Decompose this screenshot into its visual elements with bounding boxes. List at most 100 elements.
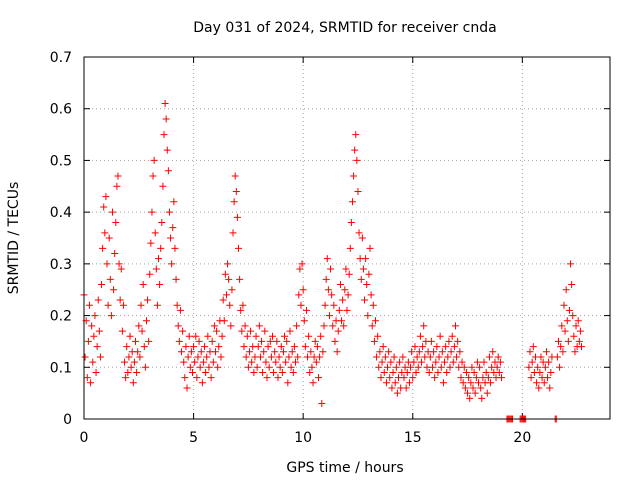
data-point <box>386 374 394 382</box>
data-point <box>203 353 211 361</box>
data-point <box>188 368 196 376</box>
axis-ticks <box>83 56 610 420</box>
data-point <box>103 260 111 268</box>
data-point <box>498 374 506 382</box>
data-point <box>369 301 377 309</box>
data-point <box>302 306 310 314</box>
data-point <box>330 301 338 309</box>
data-point <box>185 332 193 340</box>
data-point <box>312 358 320 366</box>
data-point <box>277 343 285 351</box>
data-point <box>83 374 91 382</box>
data-point <box>199 358 207 366</box>
data-point <box>244 363 252 371</box>
data-point <box>240 343 248 351</box>
data-point <box>402 384 410 392</box>
x-tick-label: 20 <box>513 430 531 446</box>
data-point <box>172 275 180 283</box>
data-point <box>135 322 143 330</box>
data-point <box>167 234 175 242</box>
data-point <box>411 343 419 351</box>
data-point <box>149 172 157 180</box>
data-point <box>130 358 138 366</box>
data-point <box>288 348 296 356</box>
data-point <box>426 353 434 361</box>
data-point <box>263 374 271 382</box>
data-point <box>384 363 392 371</box>
data-point <box>399 353 407 361</box>
data-point <box>478 394 486 402</box>
data-point <box>160 131 168 139</box>
data-point <box>363 281 371 289</box>
data-point <box>396 358 404 366</box>
data-point <box>358 234 366 242</box>
data-point <box>482 368 490 376</box>
data-point <box>204 332 212 340</box>
data-point <box>540 379 548 387</box>
data-point <box>196 363 204 371</box>
data-point <box>344 291 352 299</box>
data-point <box>271 348 279 356</box>
data-point <box>449 358 457 366</box>
data-point <box>252 332 260 340</box>
data-point <box>453 353 461 361</box>
data-point <box>205 363 213 371</box>
data-point <box>378 358 386 366</box>
data-point <box>477 384 485 392</box>
data-point <box>556 363 564 371</box>
data-point <box>233 213 241 221</box>
data-point <box>161 100 169 108</box>
data-point <box>527 374 535 382</box>
data-point <box>145 337 153 345</box>
data-point <box>89 358 97 366</box>
data-point <box>389 368 397 376</box>
data-point <box>322 275 330 283</box>
data-point <box>118 327 126 335</box>
data-point <box>361 296 369 304</box>
data-point <box>117 265 125 273</box>
data-point <box>224 260 232 268</box>
data-point <box>192 332 200 340</box>
data-point <box>133 368 141 376</box>
data-point <box>274 374 282 382</box>
data-point <box>85 301 93 309</box>
data-point <box>296 265 304 273</box>
y-tick-label: 0.7 <box>50 50 72 66</box>
data-point <box>323 255 331 263</box>
data-point <box>561 327 569 335</box>
data-point <box>465 374 473 382</box>
data-point <box>420 322 428 330</box>
data-point <box>116 296 124 304</box>
data-point <box>286 327 294 335</box>
data-point <box>194 353 202 361</box>
data-point <box>201 343 209 351</box>
y-tick-label: 0.1 <box>50 360 72 376</box>
data-point <box>283 337 291 345</box>
data-point <box>293 322 301 330</box>
data-point <box>412 368 420 376</box>
data-point <box>222 291 230 299</box>
data-point <box>193 374 201 382</box>
data-point <box>367 291 375 299</box>
data-point <box>457 374 465 382</box>
data-point <box>496 358 504 366</box>
data-point <box>290 343 298 351</box>
data-point <box>391 379 399 387</box>
data-point <box>343 306 351 314</box>
data-point <box>88 322 96 330</box>
data-point <box>567 260 575 268</box>
data-point <box>138 327 146 335</box>
data-point <box>157 244 165 252</box>
data-point <box>190 343 198 351</box>
data-point <box>329 322 337 330</box>
data-point <box>416 332 424 340</box>
data-point <box>471 389 479 397</box>
data-point <box>370 337 378 345</box>
data-point <box>112 218 120 226</box>
data-point <box>574 317 582 325</box>
data-point <box>220 317 228 325</box>
data-point <box>231 172 239 180</box>
data-point <box>324 286 332 294</box>
data-point <box>462 368 470 376</box>
